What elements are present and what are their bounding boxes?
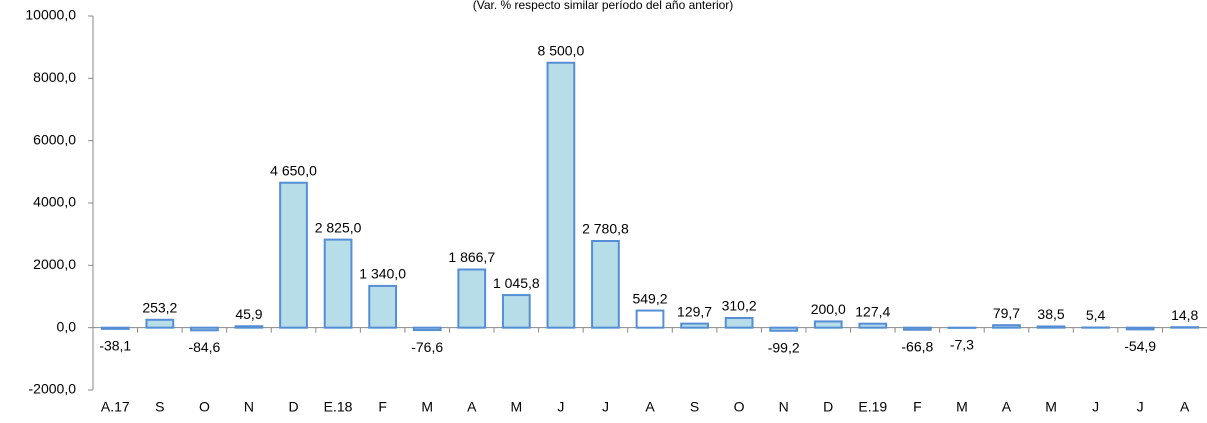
x-tick-label: F [378,399,387,415]
bar [323,238,353,329]
x-tick-label: J [1092,399,1099,415]
x-tick-label: J [602,399,609,415]
x-tick-label: M [421,399,433,415]
bar [501,294,531,329]
value-label: 200,0 [811,301,846,317]
value-label: -84,6 [188,339,220,355]
x-tick-label: A [1180,399,1190,415]
y-tick-label: -2000,0 [29,381,77,397]
bar [546,61,576,329]
value-label: -76,6 [411,339,443,355]
bar [992,324,1021,329]
value-label: 1 866,7 [448,249,495,265]
value-label: 549,2 [632,290,667,306]
x-tick-label: A [1002,399,1012,415]
x-tick-label: J [557,399,564,415]
bar [457,268,487,329]
value-label: 38,5 [1037,306,1064,322]
value-label: 127,4 [855,303,890,319]
value-label: 310,2 [722,298,757,314]
x-tick-label: F [913,399,922,415]
bar [234,325,264,329]
bar [724,316,754,329]
value-label: -66,8 [901,338,933,354]
x-tick-label: D [288,399,298,415]
bar [279,181,308,329]
y-tick-label: 6000,0 [33,131,76,147]
bar [902,326,932,331]
value-label: 129,7 [677,303,712,319]
x-tick-label: O [199,399,210,415]
bar [769,326,799,332]
value-label: 45,9 [235,306,262,322]
x-tick-label: M [956,399,968,415]
bar [635,309,665,329]
bar [145,318,175,329]
bar [100,326,130,330]
x-tick-label: M [510,399,522,415]
value-label: 5,4 [1086,307,1106,323]
x-tick-label: J [1137,399,1144,415]
x-tick-label: A [467,399,477,415]
x-tick-label: E.18 [324,399,353,415]
y-tick-label: 0,0 [57,318,77,334]
x-tick-label: N [244,399,254,415]
bar [368,284,398,329]
bar [591,239,620,329]
value-label: 4 650,0 [270,162,317,178]
value-label: 1 045,8 [493,275,540,291]
y-tick-label: 10000,0 [25,7,76,23]
value-label: 79,7 [993,305,1020,321]
x-tick-label: S [155,399,164,415]
x-tick-label: D [823,399,833,415]
value-label: 253,2 [142,299,177,315]
value-label: 14,8 [1171,307,1198,323]
value-label: -7,3 [950,337,974,353]
value-label: -54,9 [1124,338,1156,354]
bar [1125,326,1155,331]
y-tick-label: 2000,0 [33,256,76,272]
value-label: 8 500,0 [538,42,585,58]
x-tick-label: N [779,399,789,415]
bar [813,320,843,329]
x-tick-label: A.17 [101,399,130,415]
bar [412,326,442,332]
y-tick-label: 4000,0 [33,194,76,210]
value-label: 1 340,0 [359,266,406,282]
x-tick-label: A [645,399,655,415]
value-label: -99,2 [768,339,800,355]
bar [858,322,888,329]
value-label: 2 780,8 [582,221,629,237]
x-tick-label: M [1045,399,1057,415]
y-tick-label: 8000,0 [33,69,76,85]
x-tick-label: S [690,399,699,415]
bar [190,326,219,332]
x-tick-label: E.19 [858,399,887,415]
x-tick-label: O [734,399,745,415]
value-label: 2 825,0 [315,219,362,235]
bar [1036,325,1066,329]
value-label: -38,1 [99,338,131,354]
chart-subtitle: (Var. % respecto similar período del año… [473,0,734,12]
bar [680,322,709,329]
